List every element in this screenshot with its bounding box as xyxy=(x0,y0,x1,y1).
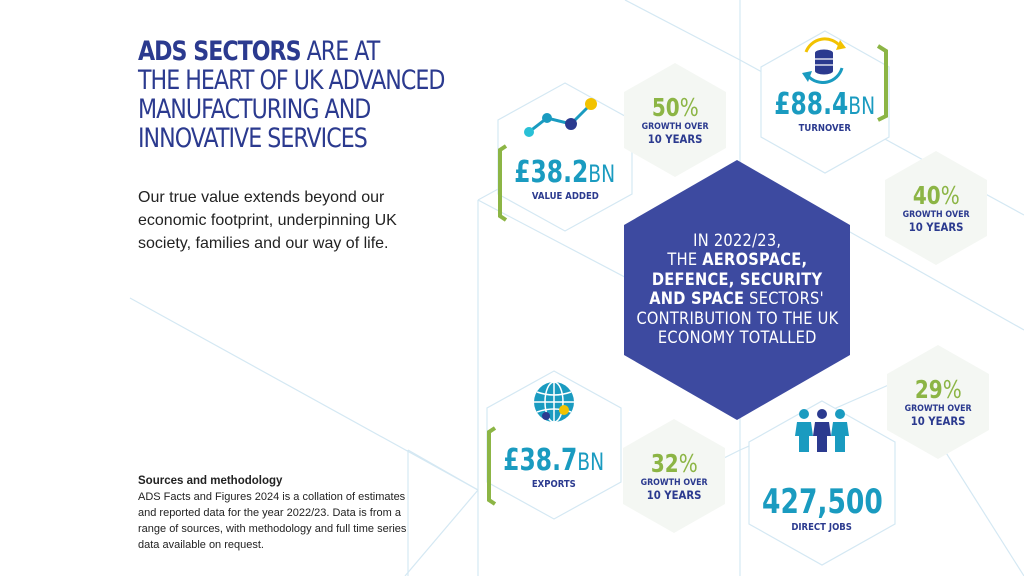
title-line-2: THE HEART OF UK ADVANCED xyxy=(138,65,445,96)
exports-growth-percent: 32% xyxy=(651,451,698,476)
value-added-growth-years: 10 YEARS xyxy=(647,131,703,146)
turnover-unit: BN xyxy=(848,92,876,120)
green-bracket xyxy=(498,144,508,222)
value-added-amount: £38.2BN xyxy=(515,158,616,188)
turnover-amount: £88.4BN xyxy=(775,90,876,120)
percent-sign: % xyxy=(679,92,699,122)
jobs-value: 427,500 xyxy=(761,482,883,522)
turnover-hexagon: £88.4BN TURNOVER xyxy=(760,30,890,174)
people-icon xyxy=(795,409,849,452)
value-added-growth-hexagon: 50% GROWTH OVER 10 YEARS xyxy=(623,62,727,178)
percent-sign: % xyxy=(942,374,962,404)
percent-sign: % xyxy=(940,180,960,210)
intro-text: Our true value extends beyond our econom… xyxy=(138,189,397,252)
turnover-label: TURNOVER xyxy=(798,123,852,134)
exports-amount: £38.7BN xyxy=(504,446,605,476)
turnover-growth-label: GROWTH OVER xyxy=(902,209,970,220)
jobs-growth-hexagon: 29% GROWTH OVER 10 YEARS xyxy=(886,344,990,460)
exports-hexagon: £38.7BN EXPORTS xyxy=(486,370,622,520)
jobs-growth-percent: 29% xyxy=(915,377,962,402)
exports-growth-number: 32 xyxy=(650,448,679,478)
central-line-2-bold: AEROSPACE, xyxy=(701,250,807,270)
exports-unit: BN xyxy=(577,448,605,476)
jobs-growth-label: GROWTH OVER xyxy=(904,403,972,414)
value-added-growth-number: 50 xyxy=(651,92,680,122)
jobs-growth-years: 10 YEARS xyxy=(910,413,966,428)
turnover-growth-years: 10 YEARS xyxy=(908,219,964,234)
page-title: ADS SECTORS ARE AT THE HEART OF UK ADVAN… xyxy=(138,36,445,154)
percent-sign: % xyxy=(678,448,698,478)
central-line-2-pre: THE xyxy=(667,250,702,270)
sources-body: ADS Facts and Figures 2024 is a collatio… xyxy=(138,491,407,551)
title-highlight: ADS SECTORS xyxy=(138,36,302,67)
title-rest: ARE AT xyxy=(300,36,381,67)
value-added-growth-percent: 50% xyxy=(652,95,699,120)
turnover-growth-number: 40 xyxy=(912,180,941,210)
value-added-unit: BN xyxy=(588,160,616,188)
central-line-3-bold: DEFENCE, SECURITY xyxy=(651,269,823,290)
value-added-growth-label: GROWTH OVER xyxy=(641,121,709,132)
value-added-label: VALUE ADDED xyxy=(531,191,599,202)
central-line-4-rest: SECTORS' xyxy=(744,289,825,309)
jobs-label: DIRECT JOBS xyxy=(791,522,853,533)
central-hexagon: IN 2022/23, THE AEROSPACE, DEFENCE, SECU… xyxy=(624,160,850,420)
value-added-hexagon: £38.2BN VALUE ADDED xyxy=(497,82,633,232)
central-line-5: CONTRIBUTION TO THE UK xyxy=(636,308,838,329)
coin-stack-cycle-icon xyxy=(802,37,846,84)
value-added-value: £38.2 xyxy=(514,155,589,190)
globe-icon xyxy=(534,381,574,423)
exports-growth-years: 10 YEARS xyxy=(646,487,702,502)
sources-heading: Sources and methodology xyxy=(138,475,283,487)
sources-block: Sources and methodology ADS Facts and Fi… xyxy=(138,473,418,553)
turnover-growth-hexagon: 40% GROWTH OVER 10 YEARS xyxy=(884,150,988,266)
jobs-hexagon: 427,500 DIRECT JOBS xyxy=(748,400,896,566)
green-bracket xyxy=(876,44,888,122)
central-line-6: ECONOMY TOTALLED xyxy=(657,328,817,348)
central-line-1: IN 2022/23, xyxy=(692,230,782,251)
exports-growth-label: GROWTH OVER xyxy=(640,477,708,488)
exports-growth-hexagon: 32% GROWTH OVER 10 YEARS xyxy=(622,418,726,534)
title-line-4: INNOVATIVE SERVICES xyxy=(138,123,368,154)
line-graph-icon xyxy=(524,98,597,137)
jobs-growth-number: 29 xyxy=(914,374,943,404)
title-line-3: MANUFACTURING AND xyxy=(138,94,371,125)
central-line-4-bold: AND SPACE xyxy=(649,289,745,309)
exports-label: EXPORTS xyxy=(532,479,576,490)
exports-value: £38.7 xyxy=(503,443,578,478)
green-bracket xyxy=(487,426,497,506)
turnover-value: £88.4 xyxy=(774,87,849,122)
turnover-growth-percent: 40% xyxy=(913,183,960,208)
